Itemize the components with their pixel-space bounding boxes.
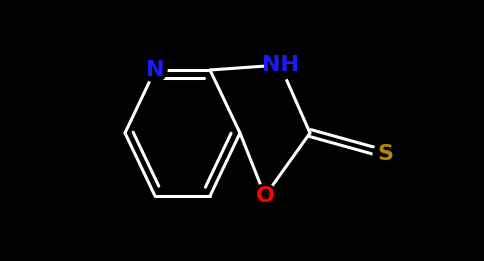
Circle shape: [373, 142, 397, 166]
Circle shape: [143, 58, 167, 82]
Text: O: O: [256, 186, 274, 206]
Circle shape: [253, 184, 277, 208]
Text: N: N: [146, 60, 164, 80]
Text: NH: NH: [261, 55, 299, 75]
Circle shape: [265, 50, 295, 80]
Text: S: S: [377, 144, 393, 164]
